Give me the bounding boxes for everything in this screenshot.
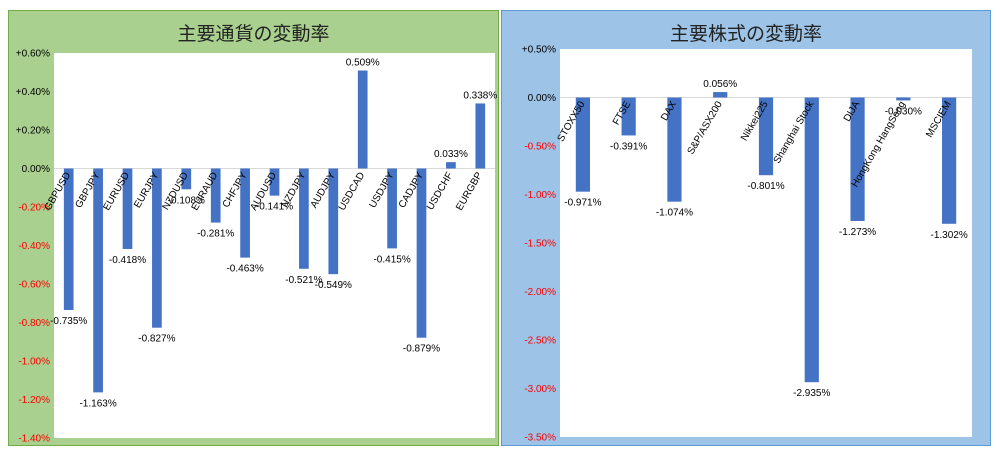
currency-ytick-label: +0.20%: [16, 126, 50, 137]
stock-data-label: -0.801%: [747, 181, 784, 192]
stock-bar: [575, 97, 590, 192]
currency-bar: [240, 168, 250, 258]
currency-bar: [210, 168, 221, 223]
currency-ytick-label: -1.40%: [18, 434, 50, 445]
currency-ytick-label: -0.20%: [18, 203, 50, 214]
stock-bar: [713, 92, 728, 98]
stock-ytick-label: -1.50%: [524, 239, 556, 250]
stock-data-label: -2.935%: [793, 388, 830, 399]
stock-data-label: -0.971%: [564, 198, 601, 209]
stock-bar-chart: +0.50% 0.00% -0.50% -1.00% -1.50% -2.00% -2.50…: [522, 45, 972, 444]
stock-bar: [621, 97, 636, 136]
stock-data-label: -1.074%: [656, 208, 693, 219]
stock-ytick-label: -3.50%: [524, 433, 556, 444]
currency-category-label: USDCHF: [425, 171, 455, 213]
stock-data-label: -1.273%: [839, 227, 876, 238]
currency-data-label: -0.521%: [285, 275, 322, 286]
currency-data-label: -0.735%: [50, 316, 87, 327]
stock-ytick-label: -1.00%: [524, 190, 556, 201]
currency-bar: [416, 168, 427, 338]
currency-bar: [63, 168, 74, 310]
currency-bar: [269, 168, 280, 196]
stock-ytick-label: -0.50%: [524, 142, 556, 153]
currency-data-label: -0.827%: [138, 334, 175, 345]
currency-data-label: -0.415%: [373, 254, 410, 265]
currency-bar: [152, 168, 162, 328]
currency-chart-title: 主要通貨の変動率: [177, 23, 330, 45]
stock-plot-area: +0.50% 0.00% -0.50% -1.00% -1.50% -2.00% -2.50…: [522, 45, 972, 444]
currency-bar-chart: +0.60% +0.40% +0.20% 0.00% -0.20% -0.40% -0.60…: [16, 49, 498, 445]
currency-ytick-label: -1.00%: [18, 357, 50, 368]
currency-data-label: -0.549%: [315, 280, 352, 291]
stock-bar: [804, 97, 819, 383]
stock-category-label: S&P/ASX200: [686, 99, 725, 156]
currency-bar: [475, 103, 486, 169]
currency-bar: [93, 168, 103, 393]
stock-bar: [758, 97, 774, 176]
currency-bar: [181, 168, 192, 190]
currency-data-label: 0.338%: [463, 90, 497, 101]
currency-bar: [299, 168, 309, 269]
currency-data-label: -0.281%: [197, 229, 234, 240]
currency-chart-panel: 主要通貨の変動率 +0.60% +0.40% +0.20% 0.00% -0.20% -0…: [8, 10, 499, 446]
stock-ytick-label: 0.00%: [528, 93, 556, 104]
currency-data-label: -0.108%: [168, 195, 205, 206]
currency-bar: [357, 70, 368, 169]
currency-ytick-label: +0.40%: [16, 87, 50, 98]
currency-data-label: -0.463%: [226, 264, 263, 275]
currency-data-label: -0.141%: [256, 202, 293, 213]
currency-plot-area: +0.60% +0.40% +0.20% 0.00% -0.20% -0.40% -0.60…: [16, 49, 498, 445]
currency-data-label: 0.509%: [346, 58, 380, 69]
currency-ytick-label: -0.60%: [18, 280, 50, 291]
currency-data-label: -0.418%: [109, 255, 146, 266]
currency-ytick-label: -1.20%: [18, 395, 50, 406]
currency-ytick-label: +0.60%: [16, 49, 50, 60]
currency-bar: [328, 168, 339, 275]
stock-data-label: -0.030%: [885, 106, 922, 117]
stock-chart-panel: 主要株式の変動率 +0.50% 0.00% -0.50% -1.00% -1.50% -2…: [501, 10, 991, 446]
stock-chart-title: 主要株式の変動率: [669, 23, 822, 45]
stock-ytick-label: -2.00%: [524, 287, 556, 298]
currency-bar: [387, 168, 397, 249]
currency-ytick-label: 0.00%: [22, 164, 50, 175]
stock-data-label: -1.302%: [930, 230, 967, 241]
stock-data-label: -0.391%: [610, 141, 647, 152]
currency-data-label: -0.879%: [403, 344, 440, 355]
stock-ytick-label: +0.50%: [522, 45, 556, 56]
currency-bar: [122, 168, 133, 249]
stock-ytick-label: -3.00%: [524, 384, 556, 395]
stock-bar: [667, 97, 682, 202]
currency-ytick-label: -0.80%: [18, 318, 50, 329]
stock-bar: [850, 97, 865, 221]
stock-data-label: 0.056%: [703, 79, 737, 90]
stock-bar: [942, 97, 957, 224]
currency-data-label: -1.163%: [79, 398, 116, 409]
stock-bar: [896, 97, 911, 101]
currency-category-label: USDCAD: [337, 171, 368, 213]
currency-category-label: EURGBP: [454, 170, 485, 212]
currency-ytick-label: -0.40%: [18, 241, 50, 252]
currency-data-label: 0.033%: [434, 149, 468, 160]
stock-ytick-label: -2.50%: [524, 336, 556, 347]
currency-bar: [446, 162, 456, 169]
